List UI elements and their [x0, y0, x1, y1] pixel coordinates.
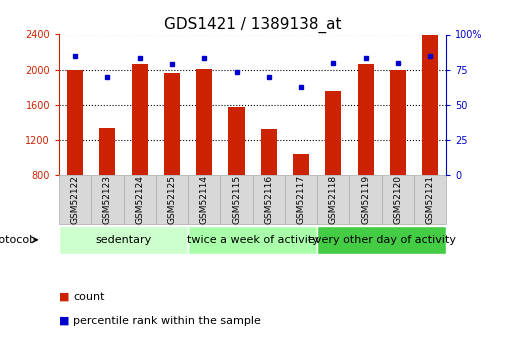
- Bar: [100, 128, 115, 175]
- Text: count: count: [73, 292, 105, 302]
- Text: ■: ■: [59, 292, 69, 302]
- Text: GSM52121: GSM52121: [426, 175, 435, 224]
- Bar: [164, 73, 180, 175]
- Text: GSM52122: GSM52122: [71, 175, 80, 224]
- Text: GSM52118: GSM52118: [329, 175, 338, 224]
- FancyBboxPatch shape: [156, 175, 188, 224]
- Bar: [358, 63, 373, 175]
- FancyBboxPatch shape: [59, 226, 188, 254]
- Text: twice a week of activity: twice a week of activity: [187, 235, 319, 245]
- Text: every other day of activity: every other day of activity: [308, 235, 456, 245]
- FancyBboxPatch shape: [124, 175, 156, 224]
- Title: GDS1421 / 1389138_at: GDS1421 / 1389138_at: [164, 17, 342, 33]
- Text: GSM52125: GSM52125: [167, 175, 176, 224]
- Text: GSM52115: GSM52115: [232, 175, 241, 224]
- Bar: [67, 70, 83, 175]
- Bar: [325, 91, 342, 175]
- FancyBboxPatch shape: [349, 175, 382, 224]
- Text: sedentary: sedentary: [95, 235, 152, 245]
- FancyBboxPatch shape: [382, 175, 414, 224]
- FancyBboxPatch shape: [91, 175, 124, 224]
- Text: GSM52116: GSM52116: [264, 175, 273, 224]
- FancyBboxPatch shape: [221, 175, 252, 224]
- Bar: [390, 70, 406, 175]
- FancyBboxPatch shape: [317, 226, 446, 254]
- Bar: [261, 129, 277, 175]
- Text: percentile rank within the sample: percentile rank within the sample: [73, 316, 261, 326]
- FancyBboxPatch shape: [188, 226, 317, 254]
- FancyBboxPatch shape: [285, 175, 317, 224]
- Text: ■: ■: [59, 316, 69, 326]
- Bar: [422, 34, 438, 175]
- FancyBboxPatch shape: [317, 175, 349, 224]
- Text: GSM52117: GSM52117: [297, 175, 306, 224]
- Text: GSM52114: GSM52114: [200, 175, 209, 224]
- Text: GSM52123: GSM52123: [103, 175, 112, 224]
- Bar: [293, 154, 309, 175]
- FancyBboxPatch shape: [252, 175, 285, 224]
- FancyBboxPatch shape: [59, 175, 91, 224]
- Text: protocol: protocol: [0, 235, 32, 245]
- Bar: [228, 107, 245, 175]
- Text: GSM52124: GSM52124: [135, 175, 144, 224]
- Bar: [196, 69, 212, 175]
- FancyBboxPatch shape: [414, 175, 446, 224]
- FancyBboxPatch shape: [188, 175, 221, 224]
- Text: GSM52120: GSM52120: [393, 175, 402, 224]
- Text: GSM52119: GSM52119: [361, 175, 370, 224]
- Bar: [132, 63, 148, 175]
